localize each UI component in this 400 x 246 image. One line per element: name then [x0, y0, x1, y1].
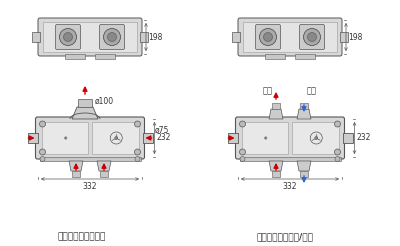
- Bar: [228, 133, 238, 143]
- Bar: [265, 54, 285, 59]
- Bar: [272, 171, 280, 177]
- Bar: [240, 157, 340, 161]
- Bar: [65, 54, 85, 59]
- Bar: [72, 171, 80, 177]
- Circle shape: [40, 156, 45, 162]
- Bar: [340, 32, 348, 42]
- Polygon shape: [297, 161, 311, 171]
- Circle shape: [304, 29, 320, 46]
- Bar: [78, 99, 92, 107]
- Bar: [243, 22, 337, 52]
- Bar: [232, 32, 240, 42]
- Bar: [32, 32, 40, 42]
- FancyBboxPatch shape: [36, 117, 144, 159]
- Polygon shape: [69, 161, 83, 171]
- Circle shape: [240, 149, 246, 155]
- Bar: [272, 103, 280, 109]
- Circle shape: [335, 156, 340, 162]
- Circle shape: [64, 137, 67, 139]
- Polygon shape: [297, 109, 311, 119]
- Text: 232: 232: [156, 134, 171, 142]
- Circle shape: [104, 29, 120, 46]
- Circle shape: [135, 156, 140, 162]
- FancyBboxPatch shape: [56, 25, 80, 49]
- FancyBboxPatch shape: [38, 18, 142, 56]
- Circle shape: [264, 32, 272, 42]
- Bar: [295, 54, 315, 59]
- Bar: [300, 171, 308, 177]
- Text: 198: 198: [148, 32, 162, 42]
- Text: 332: 332: [283, 182, 297, 191]
- Circle shape: [40, 149, 46, 155]
- Bar: [40, 157, 140, 161]
- Text: ø75: ø75: [154, 125, 169, 135]
- Text: 模式二：双向流送/排风: 模式二：双向流送/排风: [256, 232, 314, 241]
- Circle shape: [115, 137, 118, 139]
- Polygon shape: [269, 109, 283, 119]
- Bar: [43, 22, 137, 52]
- Bar: [140, 32, 148, 42]
- Circle shape: [134, 121, 140, 127]
- FancyBboxPatch shape: [256, 25, 280, 49]
- Circle shape: [334, 121, 340, 127]
- Bar: [242, 122, 288, 154]
- FancyBboxPatch shape: [236, 117, 344, 159]
- Circle shape: [60, 29, 76, 46]
- Polygon shape: [97, 161, 111, 171]
- Text: 332: 332: [83, 182, 97, 191]
- Circle shape: [308, 32, 316, 42]
- Bar: [300, 103, 308, 109]
- Circle shape: [64, 32, 72, 42]
- Polygon shape: [72, 107, 98, 119]
- Text: 模式一：多点式排风: 模式一：多点式排风: [58, 232, 106, 241]
- Circle shape: [315, 137, 318, 139]
- Circle shape: [134, 149, 140, 155]
- Text: 198: 198: [348, 32, 362, 42]
- Circle shape: [108, 32, 116, 42]
- Circle shape: [315, 137, 318, 139]
- Circle shape: [40, 121, 46, 127]
- Bar: [342, 133, 352, 143]
- Text: 排风: 排风: [263, 87, 273, 95]
- Bar: [92, 122, 138, 154]
- Circle shape: [260, 29, 276, 46]
- Bar: [42, 122, 88, 154]
- Circle shape: [115, 137, 118, 139]
- Bar: [100, 171, 108, 177]
- Bar: [28, 133, 38, 143]
- Circle shape: [264, 137, 267, 139]
- Bar: [292, 122, 338, 154]
- Circle shape: [240, 156, 245, 162]
- Circle shape: [334, 149, 340, 155]
- Text: 232: 232: [356, 134, 371, 142]
- FancyBboxPatch shape: [100, 25, 124, 49]
- FancyBboxPatch shape: [300, 25, 324, 49]
- Polygon shape: [269, 161, 283, 171]
- Bar: [142, 133, 152, 143]
- Text: 新风: 新风: [307, 87, 317, 95]
- FancyBboxPatch shape: [238, 18, 342, 56]
- Bar: [95, 54, 115, 59]
- Circle shape: [240, 121, 246, 127]
- Text: ø100: ø100: [95, 96, 114, 106]
